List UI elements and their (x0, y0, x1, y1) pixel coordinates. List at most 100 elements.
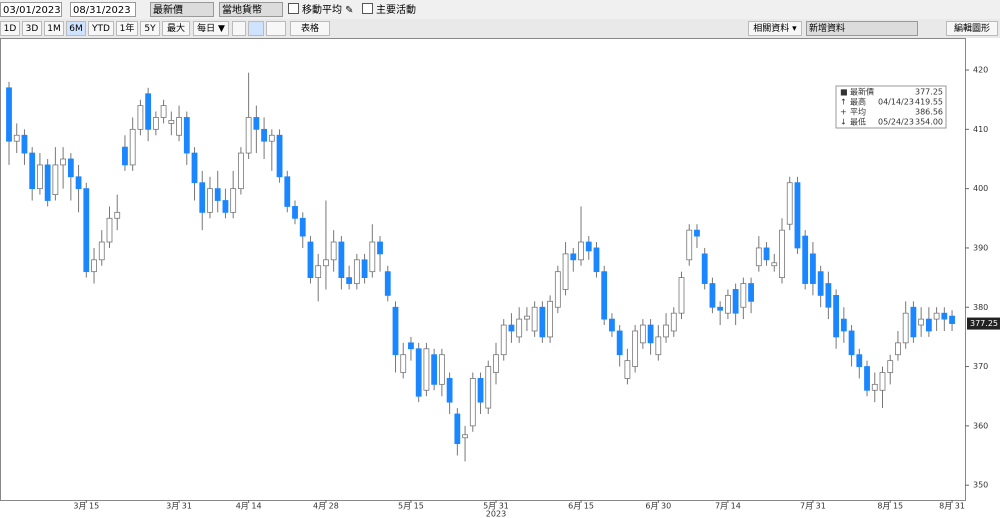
candle-body (21, 134, 28, 154)
range-button[interactable]: 1年 (116, 21, 138, 36)
last-price-label: 377.25 (970, 319, 998, 328)
blank-button[interactable] (248, 21, 264, 36)
candle-body (694, 229, 700, 237)
range-button[interactable]: 最大 (162, 21, 190, 36)
candle-body (222, 200, 229, 213)
candle-body (315, 265, 322, 278)
candle-body (570, 253, 577, 261)
candle-body (817, 271, 824, 296)
candle-body (60, 158, 67, 166)
candle-body (554, 271, 561, 308)
y-tick-label: 400 (973, 184, 988, 193)
field-select[interactable]: 最新價 (150, 2, 214, 17)
candle-body (794, 182, 801, 249)
plot: 350 360 370 380 390 400 410 420 3月 15 3月 31 4月 14 4… (6, 66, 1000, 518)
candle-body (353, 259, 360, 284)
candle-body (500, 324, 507, 356)
last-price-tag (967, 317, 1000, 330)
events[interactable]: 主要活動 (362, 3, 416, 17)
range-button[interactable]: 6M (66, 21, 86, 36)
candle-body (895, 342, 901, 356)
blank-button[interactable] (266, 21, 286, 36)
blank-button[interactable] (232, 21, 246, 36)
candle-body (709, 283, 716, 308)
table-button[interactable]: 表格 (290, 21, 330, 36)
x-tick-label: 5月 31 (483, 502, 509, 511)
candle-body (191, 152, 198, 184)
y-tick-label: 360 (973, 421, 988, 430)
candle-body (639, 324, 646, 344)
x-tick-label: 5月 15 (398, 502, 424, 511)
events-label: 主要活動 (376, 5, 416, 16)
candle-body (423, 348, 430, 391)
moving-average-label: 移動平均 (302, 5, 342, 16)
candle-body (114, 211, 121, 219)
candle-body (539, 306, 546, 338)
y-tick-label: 370 (973, 362, 988, 371)
candle-body (338, 241, 345, 278)
candle-body (29, 152, 36, 190)
y-tick-label: 350 (973, 481, 988, 490)
legend-box (835, 85, 947, 129)
candle-body (562, 253, 569, 290)
candle-body (786, 182, 793, 225)
related-button[interactable]: 相關資料 ▾ (748, 21, 802, 36)
candle-body (122, 146, 128, 166)
year-label: 2023 (486, 510, 506, 518)
candle-body (655, 336, 662, 356)
candle-body (237, 152, 244, 190)
range-button[interactable]: YTD (88, 21, 114, 36)
candle-body (13, 134, 20, 142)
candle-body (485, 366, 492, 409)
range-button[interactable]: 3D (22, 21, 42, 36)
candle-body (268, 134, 275, 142)
range-button[interactable]: 5Y (140, 21, 160, 36)
legend-icon: ■ (840, 88, 848, 97)
toolbar-bottom: 1D 3D 1M 6M YTD 1年 5Y 最大 每日 ▼ 表格 相關資料 ▾ 新增資料 編輯… (0, 19, 1000, 38)
currency-select[interactable]: 當地貨幣 (219, 2, 283, 17)
y-tick-label: 380 (973, 303, 988, 312)
candle-body (771, 262, 778, 267)
range-button[interactable]: 1D (0, 21, 20, 36)
start-date[interactable]: 03/01/2023 (0, 2, 62, 17)
legend-value: 377.25 (915, 88, 943, 97)
x-tick-label: 8月 31 (939, 502, 965, 511)
candle-body (477, 378, 484, 403)
candle-body (106, 217, 113, 243)
candle-body (856, 354, 863, 367)
frequency[interactable]: 每日 ▼ (193, 21, 229, 36)
candle-body (392, 306, 399, 356)
x-tick-label: 7月 31 (800, 502, 826, 511)
candle-body (369, 241, 376, 273)
candle-body (160, 105, 167, 118)
candle-body (438, 354, 445, 385)
end-date[interactable]: 08/31/2023 (70, 2, 136, 17)
candle-body (616, 330, 623, 356)
candle-body (75, 176, 82, 190)
candle-body (632, 330, 639, 367)
candle-body (493, 354, 499, 373)
candle-body (910, 306, 917, 338)
candle-body (864, 366, 870, 391)
range-button[interactable]: 1M (44, 21, 64, 36)
candle-body (717, 306, 724, 311)
candle-body (137, 105, 144, 130)
candle-body (802, 235, 809, 284)
x-tick-label: 3月 31 (166, 502, 192, 511)
add-data[interactable]: 新增資料 (806, 21, 918, 36)
moving-average[interactable]: 移動平均 ✎ (288, 3, 354, 17)
legend-date: 05/24/23 (878, 118, 914, 127)
candle-body (400, 354, 407, 373)
candle-body (330, 241, 337, 261)
candle-body (949, 315, 955, 324)
edit-chart[interactable]: 編輯圖形 (946, 21, 998, 36)
legend-icon: ↓ (840, 118, 847, 127)
candle-body (624, 360, 631, 379)
candle-body (871, 383, 878, 391)
candle-body (516, 318, 523, 338)
candle-body (585, 241, 592, 252)
candle-body (176, 117, 182, 136)
legend-date: 04/14/23 (878, 98, 914, 107)
candle-body (253, 117, 260, 130)
